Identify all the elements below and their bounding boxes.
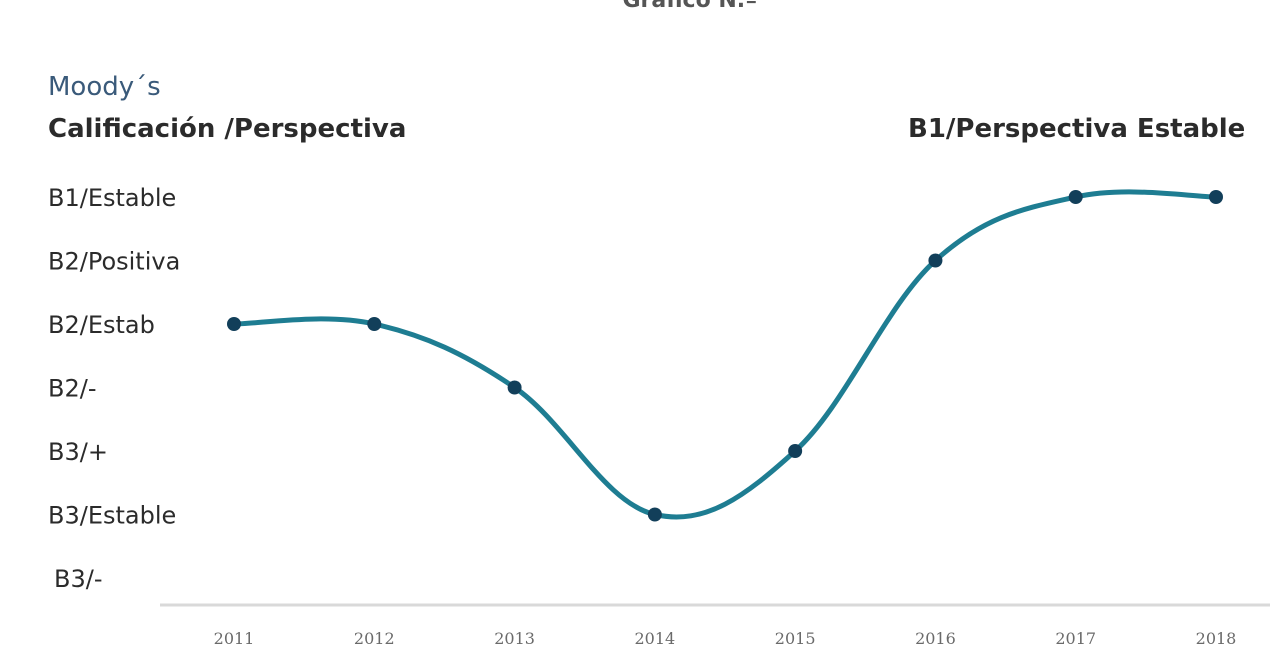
chart-top-title: Gráfico N.º — [622, 0, 758, 13]
y-tick-label: B3/Estable — [48, 502, 176, 530]
x-tick-label: 2018 — [1196, 629, 1237, 648]
data-point-2011 — [227, 317, 241, 331]
y-tick-label: B2/Estab — [48, 311, 155, 339]
y-tick-label: B2/Positiva — [48, 248, 180, 276]
y-tick-label: B1/Estable — [48, 184, 176, 212]
rating-annotation: B1/Perspectiva Estable — [908, 114, 1246, 144]
y-tick-label: B3/+ — [48, 438, 108, 466]
x-tick-label: 2016 — [915, 629, 956, 648]
data-point-2018 — [1209, 190, 1223, 204]
x-tick-label: 2014 — [634, 629, 675, 648]
y-axis-label: Calificación /Perspectiva — [48, 114, 407, 144]
x-tick-label: 2011 — [214, 629, 255, 648]
data-points — [227, 190, 1223, 522]
data-point-2016 — [928, 253, 943, 268]
data-point-2015 — [788, 444, 803, 458]
x-tick-labels: 2011 2012 2013 2014 2015 2016 2017 2018 — [214, 629, 1237, 648]
data-point-2012 — [367, 317, 382, 331]
series-line — [231, 189, 1219, 520]
y-tick-label: B3/- — [54, 565, 102, 593]
y-tick-label: B2/- — [48, 375, 96, 403]
data-point-2013 — [507, 380, 522, 395]
data-point-2017 — [1068, 190, 1083, 204]
data-point-2014 — [647, 507, 662, 522]
agency-name: Moody´s — [48, 72, 161, 102]
x-tick-label: 2012 — [354, 629, 395, 648]
x-tick-label: 2015 — [775, 629, 816, 648]
x-tick-label: 2017 — [1055, 629, 1096, 648]
y-tick-labels: B3/- B3/Estable B3/+ B2/- B2/Estab B2/Positiv… — [48, 184, 180, 593]
x-tick-label: 2013 — [494, 629, 535, 648]
